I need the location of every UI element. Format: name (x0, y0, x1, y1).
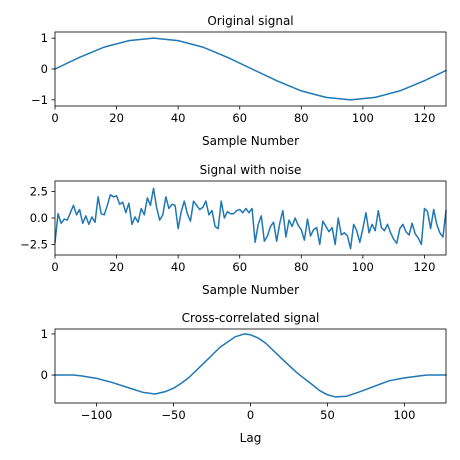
x-tick-label: 0 (51, 260, 58, 274)
subplot-signal-with-noise: Signal with noise Sample Number 0 20 40 60 8… (20, 163, 447, 297)
y-tick-label: 0.0 (30, 211, 48, 225)
y-tick-label: −2.5 (20, 237, 48, 251)
data-line-0 (54, 37, 447, 101)
x-tick-label: 20 (109, 260, 124, 274)
subplot-title: Original signal (207, 14, 293, 28)
x-tick-label: 100 (352, 111, 374, 125)
y-tick-label: 1 (41, 31, 48, 45)
x-tick-label: 120 (413, 260, 435, 274)
y-tick-label: 0 (41, 62, 48, 76)
x-axis-label: Sample Number (202, 134, 299, 148)
x-axis-label: Sample Number (202, 283, 299, 297)
y-tick-label: −1 (31, 93, 48, 107)
x-tick-label: −100 (81, 408, 113, 422)
y-tick-label: 2.5 (30, 185, 48, 199)
x-tick-label: 80 (294, 111, 309, 125)
y-tick-label: 0 (41, 368, 48, 382)
x-tick-label: 100 (352, 260, 374, 274)
y-tick-label: 1 (41, 327, 48, 341)
x-tick-label: 20 (109, 111, 124, 125)
x-tick-label: 60 (232, 260, 247, 274)
x-tick-label: 120 (413, 111, 435, 125)
data-line-0 (54, 187, 447, 250)
x-tick-label: 0 (51, 111, 58, 125)
subplot-original-signal: Original signal Sample Number 0 20 40 60 80 1… (31, 14, 447, 148)
x-tick-label: 80 (294, 260, 309, 274)
x-tick-label: 40 (171, 260, 186, 274)
x-tick-label: −50 (161, 408, 185, 422)
x-tick-label: 60 (232, 111, 247, 125)
data-line-0 (54, 333, 447, 398)
x-tick-label: 0 (247, 408, 254, 422)
x-tick-label: 100 (393, 408, 415, 422)
subplot-cross-correlated-signal: Cross-correlated signal Lag −100 −50 0 50 10… (41, 311, 447, 445)
x-axis-label: Lag (240, 431, 262, 445)
x-tick-label: 50 (320, 408, 335, 422)
subplot-title: Cross-correlated signal (182, 311, 320, 325)
x-tick-label: 40 (171, 111, 186, 125)
subplot-title: Signal with noise (200, 163, 302, 177)
